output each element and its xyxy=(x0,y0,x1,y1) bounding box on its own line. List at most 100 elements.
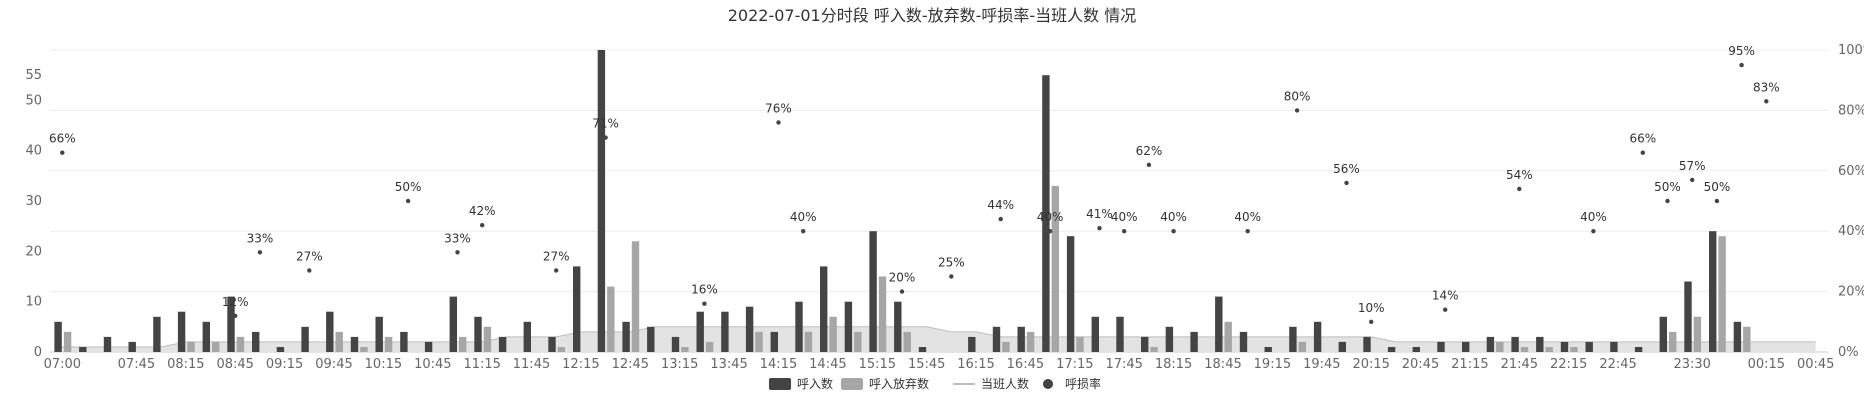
x-tick-label: 14:15 xyxy=(760,357,797,372)
x-tick-label: 22:45 xyxy=(1599,357,1636,372)
legend-swatch xyxy=(1043,379,1053,389)
rate-point xyxy=(1640,150,1646,155)
rate-label: 33% xyxy=(247,231,274,245)
rate-label: 50% xyxy=(1654,180,1681,194)
rate-label: 16% xyxy=(691,283,718,297)
rate-label: 50% xyxy=(1704,180,1731,194)
legend-label: 呼入放弃数 xyxy=(869,376,929,391)
rate-label: 25% xyxy=(938,256,965,270)
bar-abandoned xyxy=(1570,347,1578,352)
bar-calls-in xyxy=(721,311,729,352)
bar-calls-in xyxy=(1215,296,1223,352)
rate-point xyxy=(603,135,608,140)
x-tick-label: 07:00 xyxy=(44,357,81,372)
rate-label: 62% xyxy=(1136,144,1163,158)
rate-label: 56% xyxy=(1333,162,1360,176)
legend-swatch xyxy=(841,378,863,390)
rate-point xyxy=(1690,177,1695,183)
rate-label: 20% xyxy=(889,271,916,285)
rate-label: 54% xyxy=(1506,168,1533,182)
rate-label: 41% xyxy=(1086,207,1113,221)
bar-abandoned xyxy=(1150,347,1158,352)
y-left-tick-label: 40 xyxy=(25,144,42,159)
rate-point xyxy=(1097,226,1102,231)
bar-abandoned xyxy=(1026,331,1035,352)
bar-calls-in xyxy=(844,301,853,352)
x-tick-label: 09:15 xyxy=(266,357,303,372)
bar-calls-in xyxy=(1659,316,1667,352)
bar-abandoned xyxy=(1545,347,1553,352)
y-left-tick-label: 0 xyxy=(34,345,42,360)
rate-label: 27% xyxy=(543,250,570,264)
bar-calls-in xyxy=(1462,341,1470,352)
bar-calls-in xyxy=(1709,231,1717,352)
x-tick-label: 11:45 xyxy=(513,357,550,372)
rate-label: 40% xyxy=(1160,210,1187,224)
x-tick-label: 20:15 xyxy=(1352,357,1389,372)
rate-label: 14% xyxy=(1432,289,1459,303)
x-tick-label: 19:45 xyxy=(1303,357,1340,372)
bar-abandoned xyxy=(878,276,887,352)
y-left-tick-label: 30 xyxy=(25,194,42,209)
bar-calls-in xyxy=(54,321,62,352)
bar-abandoned xyxy=(1224,321,1232,352)
bar-abandoned xyxy=(1669,331,1677,352)
y-left-tick-label: 20 xyxy=(25,244,42,259)
bar-calls-in xyxy=(227,296,235,352)
rate-label: 40% xyxy=(1111,210,1138,224)
rate-point xyxy=(899,289,905,294)
bar-calls-in xyxy=(1116,316,1124,352)
rate-label: 33% xyxy=(444,231,471,245)
bar-abandoned xyxy=(557,347,566,352)
bar-abandoned xyxy=(212,341,220,352)
rate-label: 27% xyxy=(296,250,323,264)
bar-calls-in xyxy=(424,341,433,352)
x-tick-label: 18:15 xyxy=(1155,357,1192,372)
rate-point xyxy=(998,216,1003,222)
bar-abandoned xyxy=(854,331,862,352)
rate-point xyxy=(480,223,485,228)
bar-calls-in xyxy=(153,316,161,352)
bar-calls-in xyxy=(1560,341,1569,352)
y-right-tick-label: 20% xyxy=(1838,285,1864,300)
x-tick-label: 14:45 xyxy=(809,357,846,372)
bar-calls-in xyxy=(1066,236,1075,352)
x-tick-label: 00:15 xyxy=(1748,357,1785,372)
bar-calls-in xyxy=(301,326,309,352)
x-tick-label: 16:45 xyxy=(1007,357,1044,372)
bar-calls-in xyxy=(1042,75,1050,352)
bar-calls-in xyxy=(1091,316,1099,352)
rate-point xyxy=(1047,229,1053,234)
x-tick-label: 22:15 xyxy=(1550,357,1587,372)
bar-calls-in xyxy=(1338,341,1346,352)
bar-calls-in xyxy=(1017,326,1025,352)
bar-abandoned xyxy=(681,347,689,352)
x-tick-label: 11:15 xyxy=(463,357,500,372)
bar-calls-in xyxy=(1289,326,1297,352)
bar-calls-in xyxy=(79,347,87,352)
rate-label: 71% xyxy=(592,117,619,131)
bar-abandoned xyxy=(1076,336,1084,352)
rate-label: 40% xyxy=(1037,210,1064,224)
bar-calls-in xyxy=(400,331,408,352)
rate-point xyxy=(1665,198,1670,204)
bar-calls-in xyxy=(1387,347,1396,352)
rate-point xyxy=(233,313,238,318)
bar-calls-in xyxy=(1634,347,1643,352)
bar-abandoned xyxy=(1051,185,1059,352)
rate-point xyxy=(1146,162,1152,167)
rate-point xyxy=(1443,307,1448,312)
rate-point xyxy=(307,268,312,273)
rate-label: 76% xyxy=(765,102,792,116)
legend-label: 呼损率 xyxy=(1065,376,1101,391)
rate-label: 42% xyxy=(469,204,496,218)
legend-label: 当班人数 xyxy=(981,376,1029,391)
x-tick-label: 17:45 xyxy=(1105,357,1142,372)
bar-calls-in xyxy=(1363,336,1371,352)
bar-calls-in xyxy=(1486,336,1495,352)
bar-calls-in xyxy=(1141,336,1149,352)
rate-point xyxy=(455,250,460,255)
x-tick-label: 08:45 xyxy=(216,357,253,372)
x-tick-label: 16:15 xyxy=(957,357,994,372)
